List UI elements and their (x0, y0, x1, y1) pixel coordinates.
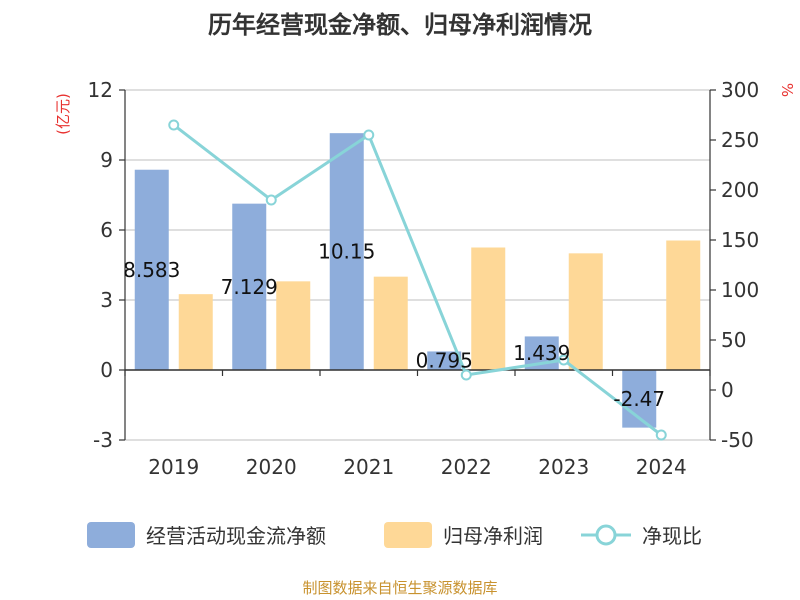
bar-profit (666, 240, 701, 370)
ratio-point (460, 369, 472, 381)
right-tick-label: -50 (721, 428, 754, 452)
bar-cashflow-label: -2.47 (613, 387, 665, 411)
legend: 经营活动现金流净额 归母净利润 净现比 (87, 522, 702, 548)
bar-cashflow-label: 1.439 (513, 341, 570, 365)
bar-cashflow (232, 203, 267, 370)
left-tick-label: 9 (100, 148, 113, 172)
legend-swatch-ratio-marker (595, 524, 617, 546)
ratio-line (168, 119, 667, 441)
right-tick-label: 200 (721, 178, 759, 202)
legend-label-profit: 归母净利润 (443, 524, 543, 548)
right-tick-label: 0 (721, 378, 734, 402)
data-labels: 8.583 7.129 10.15 0.795 1.439 -2.47 (123, 240, 665, 411)
bar-profit (276, 281, 311, 370)
x-tick-label: 2022 (441, 455, 492, 479)
x-tick-label: 2023 (538, 455, 589, 479)
data-source: 制图数据来自恒生聚源数据库 (302, 579, 497, 597)
right-tick-label: 250 (721, 128, 759, 152)
bars (134, 133, 701, 428)
right-tick-label: 50 (721, 328, 746, 352)
bar-cashflow (427, 351, 462, 370)
ratio-point (363, 129, 375, 141)
ratio-point (168, 119, 180, 131)
ratio-point (558, 354, 570, 366)
left-axis-unit: (亿元) (54, 93, 72, 135)
axes: 12 9 6 3 0 -3 300 250 200 150 100 50 0 -50 2019 2020 202… (88, 78, 760, 479)
bar-cashflow-label: 7.129 (221, 275, 278, 299)
bar-profit (178, 294, 213, 370)
right-tick-label: 150 (721, 228, 759, 252)
x-tick-label: 2024 (636, 455, 687, 479)
left-tick-label: -3 (93, 428, 113, 452)
bar-profit (568, 253, 603, 370)
x-tick-label: 2021 (343, 455, 394, 479)
bar-cashflow-label: 0.795 (416, 349, 473, 373)
bar-profit (471, 247, 506, 370)
x-tick-label: 2020 (246, 455, 297, 479)
legend-swatch-cashflow (87, 522, 135, 548)
left-tick-label: 3 (100, 288, 113, 312)
left-tick-label: 0 (100, 358, 113, 382)
right-tick-label: 100 (721, 278, 759, 302)
legend-label-cashflow: 经营活动现金流净额 (146, 524, 326, 548)
left-tick-label: 6 (100, 218, 113, 242)
chart-title: 历年经营现金净额、归母净利润情况 (208, 11, 592, 39)
bar-cashflow-label: 10.15 (318, 240, 375, 264)
right-tick-label: 300 (721, 78, 759, 102)
left-tick-label: 12 (88, 78, 113, 102)
ratio-line-path (172, 123, 663, 437)
ratio-point (655, 429, 667, 441)
legend-label-ratio: 净现比 (642, 524, 702, 548)
bar-cashflow (329, 133, 364, 370)
right-axis-unit: % (778, 83, 796, 97)
bar-cashflow (134, 169, 169, 370)
legend-swatch-profit (384, 522, 432, 548)
x-tick-label: 2019 (148, 455, 199, 479)
bar-cashflow-label: 8.583 (123, 258, 180, 282)
bar-profit (373, 276, 408, 370)
ratio-point (265, 194, 277, 206)
